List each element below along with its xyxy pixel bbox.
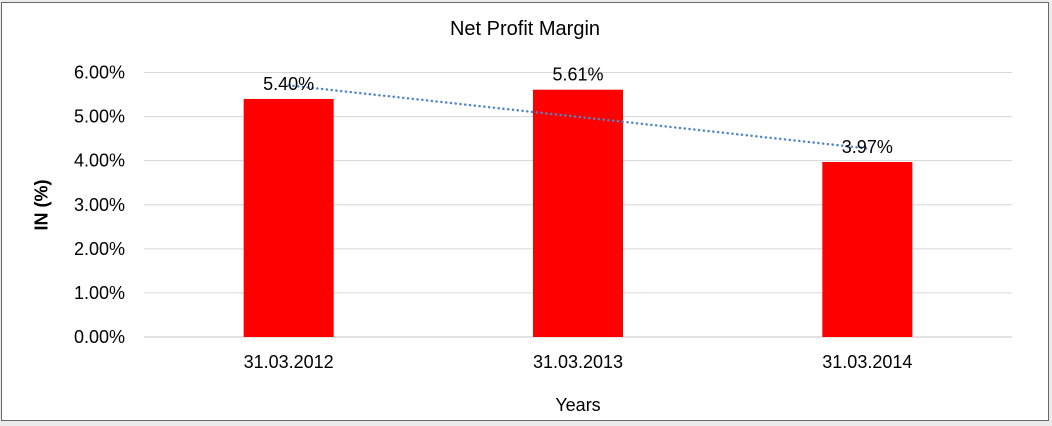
bar-data-label: 3.97% — [842, 137, 893, 157]
bar-data-label: 5.40% — [263, 74, 314, 94]
x-category-label: 31.03.2013 — [533, 352, 623, 372]
bar-31.03.2013 — [533, 89, 623, 337]
x-category-label: 31.03.2012 — [244, 352, 334, 372]
y-tick-label: 0.00% — [74, 327, 125, 347]
plot-svg: 0.00% 1.00% 2.00% 3.00% 4.00% 5.00% 6.00% 5.40%… — [74, 63, 1012, 372]
chart-title: Net Profit Margin — [449, 18, 601, 40]
bar-31.03.2014 — [822, 161, 913, 337]
y-tick-label: 1.00% — [74, 283, 125, 303]
bar-data-label: 5.61% — [552, 65, 603, 85]
y-tick-label: 4.00% — [74, 151, 125, 171]
y-tick-label: 6.00% — [74, 63, 125, 83]
x-category-label: 31.03.2014 — [822, 352, 912, 372]
y-tick-label: 5.00% — [74, 107, 125, 127]
x-axis-title: Years — [555, 395, 601, 415]
trendline — [287, 84, 869, 150]
y-tick-label: 2.00% — [74, 239, 125, 259]
chart-frame: Net Profit Margin IN (%) 0.00% 1.00% 2.00%… — [1, 2, 1049, 421]
bar-31.03.2012 — [243, 98, 334, 337]
y-tick-label: 3.00% — [74, 195, 125, 215]
